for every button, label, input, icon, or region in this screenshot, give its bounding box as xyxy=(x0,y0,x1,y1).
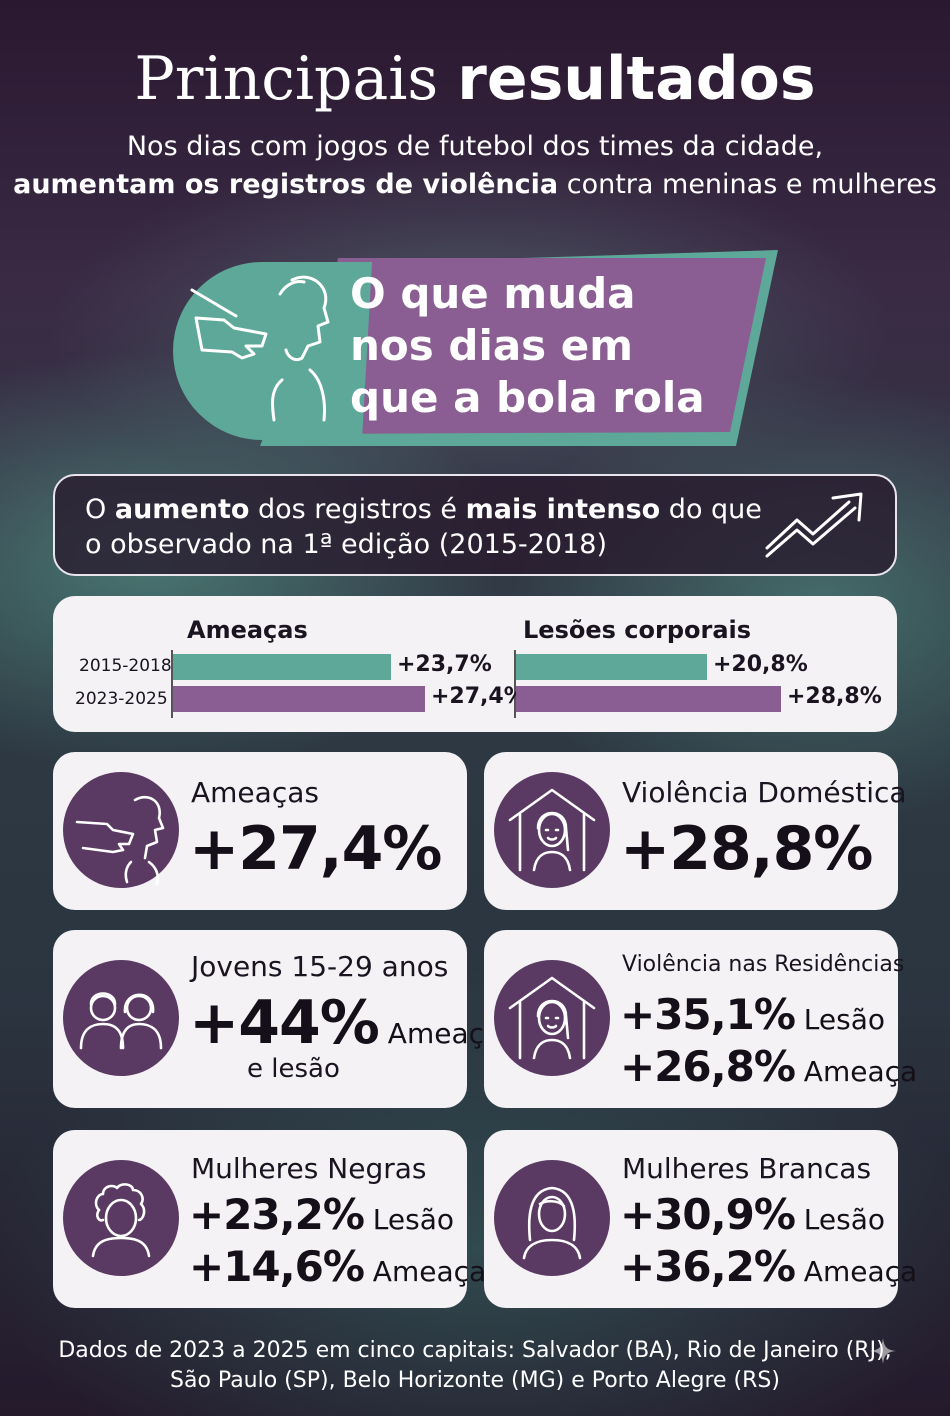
threat-icon xyxy=(63,772,179,888)
comparison-card: Ameaças Lesões corporais 2015-2018 2023-… xyxy=(53,596,897,732)
stat-card-mulheres-negras: Mulheres Negras +23,2% Lesão +14,6% Amea… xyxy=(53,1130,486,1308)
axis-line xyxy=(171,650,173,718)
period-label: 2015-2018 xyxy=(79,656,172,676)
card-value-2: +36,2% Ameaça xyxy=(620,1242,918,1291)
bar-lesoes-2023 xyxy=(516,686,781,712)
card-label: Ameaças xyxy=(191,776,319,809)
card-value-1: +23,2% Lesão xyxy=(189,1190,455,1239)
bar-lesoes-2015 xyxy=(516,654,707,680)
banner-line-3: que a bola rola xyxy=(350,373,705,422)
pointing-hand-face-icon xyxy=(190,275,330,422)
house-woman-icon xyxy=(494,772,610,888)
stat-card-violencia-domestica: Violência Doméstica +28,8% xyxy=(484,752,907,910)
intensity-note: O aumento dos registros é mais intenso d… xyxy=(53,474,897,576)
card-label: Mulheres Negras xyxy=(191,1152,427,1185)
footer-note: Dados de 2023 a 2025 em cinco capitais: … xyxy=(58,1338,892,1393)
page-title: Principais resultados xyxy=(134,44,816,114)
card-value: +27,4% xyxy=(189,814,442,884)
banner-line-2: nos dias em xyxy=(350,321,634,370)
card-extra: e lesão xyxy=(247,1054,340,1084)
house-woman-icon xyxy=(494,960,610,1076)
card-label: Jovens 15-29 anos xyxy=(191,950,449,983)
comparison-title-ameacas: Ameaças xyxy=(187,616,308,644)
stat-card-ameacas: Ameaças +27,4% xyxy=(53,752,467,910)
subtitle-line-1: Nos dias com jogos de futebol dos times … xyxy=(126,131,824,162)
card-value: +44% Ameaça xyxy=(189,988,502,1058)
card-label: Violência Doméstica xyxy=(622,776,907,809)
card-value-2: +26,8% Ameaça xyxy=(620,1042,918,1091)
banner-line-1: O que muda xyxy=(350,269,636,318)
banner: O que muda nos dias em que a bola rola xyxy=(162,250,782,446)
long-hair-woman-icon xyxy=(494,1160,610,1276)
curly-hair-woman-icon xyxy=(63,1160,179,1276)
banner-text: O que muda nos dias em que a bola rola xyxy=(350,268,705,424)
bar-value: +23,7% xyxy=(397,652,492,677)
period-label: 2023-2025 xyxy=(75,689,168,709)
axis-line xyxy=(514,650,516,718)
card-label: Violência nas Residências xyxy=(622,952,905,977)
card-value-1: +30,9% Lesão xyxy=(620,1190,886,1239)
bar-value: +27,4% xyxy=(431,684,526,709)
sparkle-icon xyxy=(870,1338,896,1364)
trend-up-arrow-icon xyxy=(765,492,863,558)
stat-card-mulheres-brancas: Mulheres Brancas +30,9% Lesão +36,2% Ame… xyxy=(484,1130,917,1308)
page-subtitle: Nos dias com jogos de futebol dos times … xyxy=(0,128,950,204)
subtitle-line-2: aumentam os registros de violência contr… xyxy=(13,169,937,200)
bar-value: +28,8% xyxy=(787,684,882,709)
bar-value: +20,8% xyxy=(713,652,808,677)
stat-card-residencias: Violência nas Residências +35,1% Lesão +… xyxy=(484,930,917,1108)
card-value: +28,8% xyxy=(620,814,873,884)
young-people-icon xyxy=(63,960,179,1076)
intensity-text: O aumento dos registros é mais intenso d… xyxy=(85,494,762,560)
stat-card-jovens: Jovens 15-29 anos +44% Ameaça e lesão xyxy=(53,930,501,1108)
comparison-title-lesoes: Lesões corporais xyxy=(523,616,752,644)
bar-ameacas-2015 xyxy=(173,654,391,680)
banner-shape xyxy=(173,250,778,446)
card-value-1: +35,1% Lesão xyxy=(620,990,886,1039)
bar-ameacas-2023 xyxy=(173,686,425,712)
card-label: Mulheres Brancas xyxy=(622,1152,872,1185)
card-value-2: +14,6% Ameaça xyxy=(189,1242,487,1291)
